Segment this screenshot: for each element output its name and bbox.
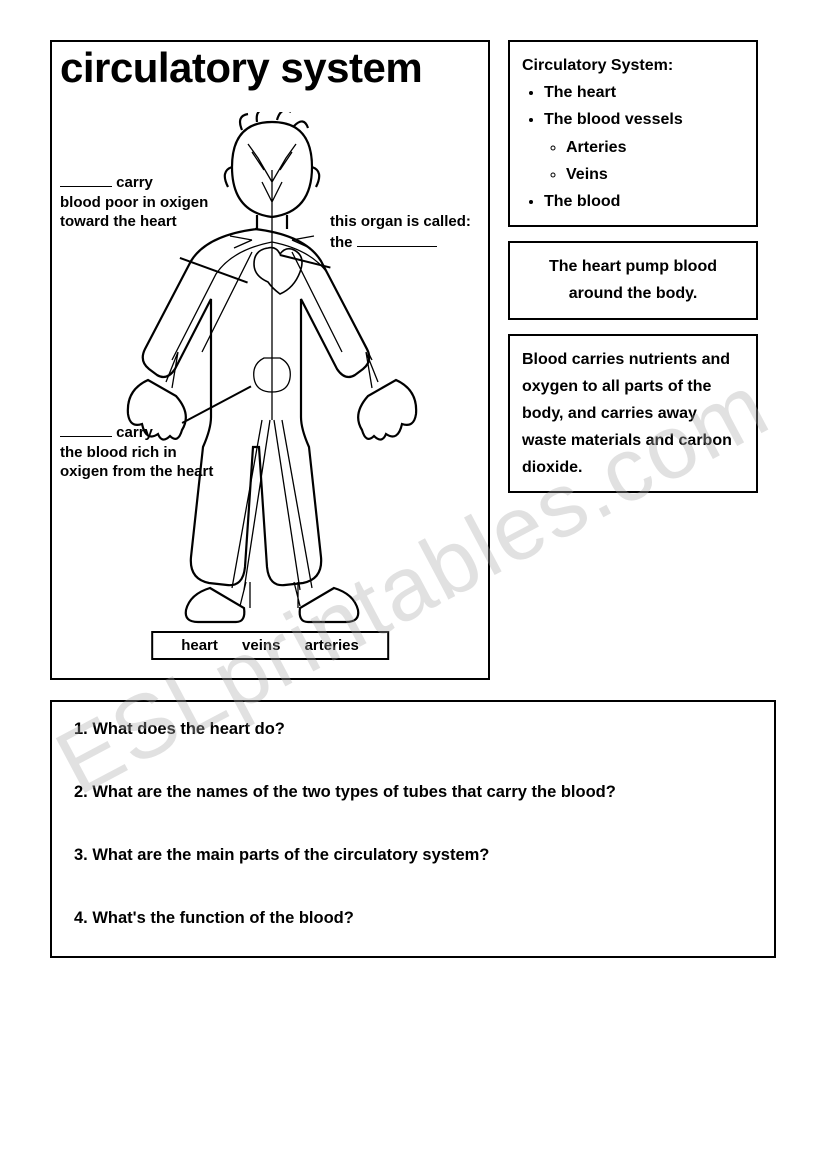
label-heart: this organ is called: the <box>330 212 490 252</box>
question-3: 3. What are the main parts of the circul… <box>74 846 752 865</box>
side-column: Circulatory System: The heart The blood … <box>508 40 758 493</box>
list-item: The blood vessels Arteries Veins <box>544 106 744 188</box>
label-arteries: carry the blood rich in oxigen from the … <box>60 422 240 482</box>
label-arteries-l1: carry <box>112 424 153 441</box>
page-title: circulatory system <box>52 42 488 94</box>
info-box1-title: Circulatory System: <box>522 52 744 79</box>
info-box-blood: Blood carries nutrients and oxygen to al… <box>508 334 758 494</box>
word-arteries: arteries <box>305 637 359 654</box>
list-item: Arteries <box>566 134 744 161</box>
info-box-components: Circulatory System: The heart The blood … <box>508 40 758 227</box>
word-veins: veins <box>242 637 280 654</box>
label-arteries-l3: oxigen from the heart <box>60 463 213 480</box>
label-veins-l2: blood poor in oxigen <box>60 194 208 211</box>
diagram-box: circulatory system <box>50 40 490 680</box>
questions-box: 1. What does the heart do? 2. What are t… <box>50 700 776 958</box>
list-item: The blood <box>544 188 744 215</box>
list-item-label: The blood vessels <box>544 111 683 128</box>
label-veins-l3: toward the heart <box>60 213 177 230</box>
label-heart-l1: this organ is called: <box>330 213 471 230</box>
label-veins-l1: carry <box>112 174 153 191</box>
blank-heart[interactable] <box>357 232 437 247</box>
list-item: Veins <box>566 161 744 188</box>
list-item: The heart <box>544 79 744 106</box>
label-arteries-l2: the blood rich in <box>60 444 177 461</box>
label-veins: carry blood poor in oxigen toward the he… <box>60 172 230 232</box>
blank-veins[interactable] <box>60 172 112 187</box>
question-1: 1. What does the heart do? <box>74 720 752 739</box>
question-4: 4. What's the function of the blood? <box>74 909 752 928</box>
word-heart: heart <box>181 637 218 654</box>
info-box-heart: The heart pump blood around the body. <box>508 241 758 319</box>
top-row: circulatory system <box>50 40 776 680</box>
label-heart-l2p: the <box>330 234 357 251</box>
question-2: 2. What are the names of the two types o… <box>74 783 752 802</box>
blank-arteries[interactable] <box>60 422 112 437</box>
word-bank: heart veins arteries <box>151 631 389 660</box>
